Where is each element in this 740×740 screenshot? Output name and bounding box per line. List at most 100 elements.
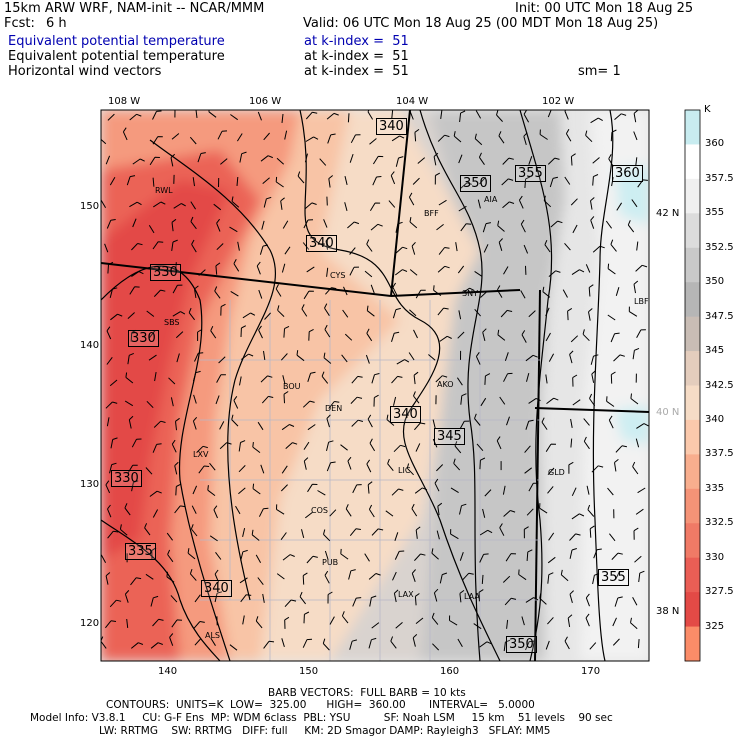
wind-barb xyxy=(175,331,184,339)
wind-barb xyxy=(502,575,511,583)
wind-barb xyxy=(583,418,590,426)
wind-barb xyxy=(564,636,570,650)
wind-barb xyxy=(144,523,151,536)
contour-label: 330 xyxy=(150,264,181,281)
wind-barb xyxy=(571,269,585,276)
wind-barb xyxy=(229,226,238,233)
wind-barb xyxy=(521,330,527,343)
wind-barb xyxy=(481,574,484,584)
wind-barb xyxy=(572,374,578,387)
wind-barb xyxy=(415,289,426,299)
wind-barb xyxy=(297,171,305,184)
wind-barb xyxy=(153,420,166,428)
wind-barb xyxy=(126,175,136,186)
wind-barb xyxy=(413,329,418,339)
wind-barb xyxy=(593,548,602,559)
wind-barb xyxy=(301,529,305,539)
wind-barb xyxy=(153,201,166,208)
wind-barb xyxy=(437,502,443,516)
wind-barb xyxy=(257,111,262,121)
wind-barb xyxy=(385,510,394,517)
wind-barb xyxy=(366,305,375,317)
wind-barb xyxy=(482,508,486,518)
wind-barb xyxy=(562,289,568,298)
wind-barb xyxy=(347,221,360,229)
wind-barb xyxy=(637,639,640,649)
wind-barb xyxy=(106,326,112,340)
wind-barb xyxy=(612,617,617,627)
field-name-contour: Equivalent potential temperature xyxy=(8,49,225,64)
wind-barb xyxy=(636,241,639,251)
wind-barb xyxy=(473,623,482,630)
wind-barb xyxy=(539,503,548,514)
wind-barb xyxy=(240,594,252,603)
wind-barb xyxy=(433,152,439,166)
wind-barb xyxy=(146,310,155,317)
colorbar-tick-label: 352.5 xyxy=(705,241,734,253)
wind-barb xyxy=(633,110,639,123)
wind-barb xyxy=(565,128,572,142)
wind-barb xyxy=(350,396,363,404)
wind-barb xyxy=(458,205,467,212)
wind-barb xyxy=(349,266,360,276)
wind-barb xyxy=(500,309,513,318)
wind-barb xyxy=(570,198,578,206)
wind-barb xyxy=(303,611,310,624)
wind-barb xyxy=(305,136,319,142)
wind-barb xyxy=(572,399,581,406)
wind-barb xyxy=(301,304,308,317)
wind-barb xyxy=(550,220,563,228)
wind-barb xyxy=(459,589,465,603)
wind-barb xyxy=(627,220,635,233)
wind-barb xyxy=(188,307,195,321)
wind-barb xyxy=(171,439,177,453)
wind-barb xyxy=(328,175,334,188)
wind-barb xyxy=(304,153,308,163)
wind-barb xyxy=(109,599,122,608)
wind-barb xyxy=(276,157,285,165)
wind-barb xyxy=(499,523,505,536)
wind-barb xyxy=(436,224,444,231)
wind-barb xyxy=(460,223,472,232)
colorbar-tick-label: 360 xyxy=(705,138,725,150)
wind-barb xyxy=(131,243,143,251)
wind-barb xyxy=(215,395,220,405)
wind-barb xyxy=(326,414,331,428)
wind-barb xyxy=(262,593,265,603)
wind-barb xyxy=(498,131,505,144)
wind-barb xyxy=(614,459,619,472)
wind-barb xyxy=(438,247,450,255)
field-name-wind: Horizontal wind vectors xyxy=(8,64,162,79)
wind-barb xyxy=(457,331,465,339)
wind-barb xyxy=(547,572,554,584)
wind-barb xyxy=(280,197,285,210)
wind-barb xyxy=(480,397,487,407)
state-borders xyxy=(101,110,649,661)
wind-barb xyxy=(196,445,208,453)
wind-barb xyxy=(615,445,627,453)
wind-barb xyxy=(215,552,222,560)
wind-barb xyxy=(167,549,174,563)
wind-barb xyxy=(194,285,199,298)
station-label: PUB xyxy=(322,558,339,567)
map-frame xyxy=(100,109,650,662)
wind-barb xyxy=(431,612,439,625)
wind-barb xyxy=(520,290,526,299)
wind-barb xyxy=(394,532,399,541)
wind-barb xyxy=(209,535,218,542)
wind-barb xyxy=(637,487,646,494)
wind-barb xyxy=(414,593,420,606)
wind-barb xyxy=(215,262,221,275)
wind-barb xyxy=(368,504,375,518)
wind-barb xyxy=(475,352,481,365)
wind-barb xyxy=(479,176,486,185)
wind-barb xyxy=(587,504,595,517)
station-label: SNY xyxy=(462,289,478,298)
wind-barb xyxy=(255,554,262,563)
wind-barb xyxy=(219,421,225,430)
wind-barb xyxy=(197,329,203,341)
wind-barbs xyxy=(101,110,649,652)
wind-barb xyxy=(414,487,428,494)
wind-barb xyxy=(505,553,517,562)
wind-barb xyxy=(329,509,337,517)
